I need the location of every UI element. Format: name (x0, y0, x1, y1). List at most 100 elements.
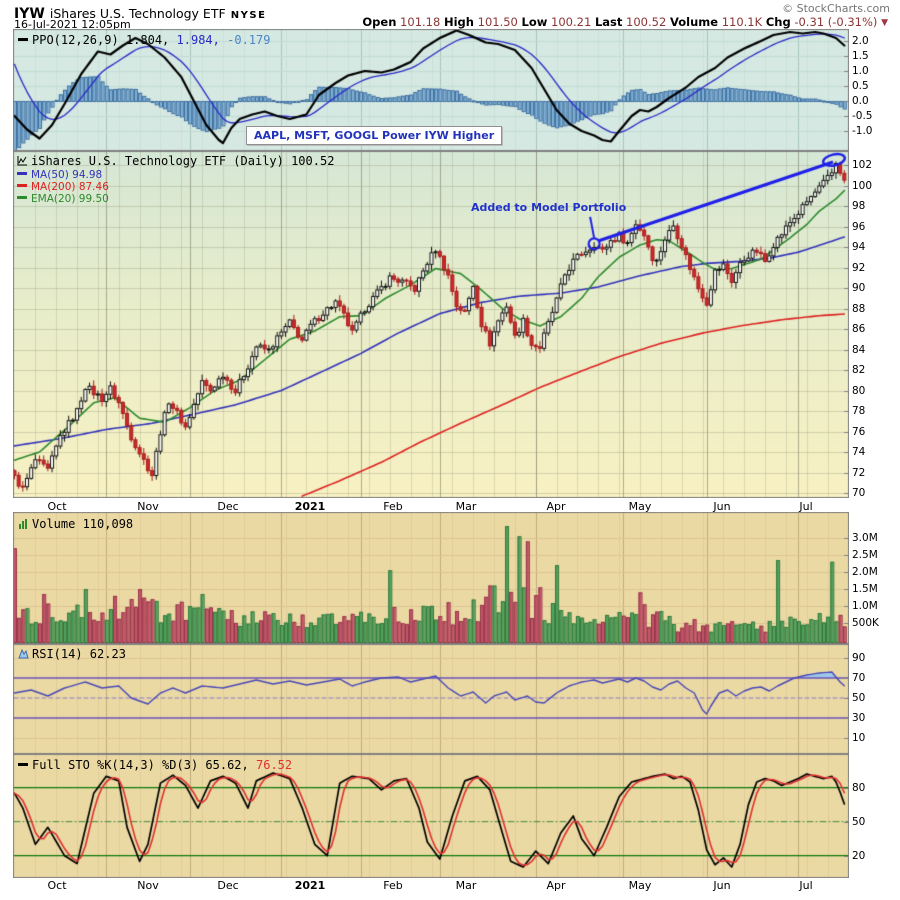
y-axis-tick-label: 30 (852, 712, 866, 724)
ppo-legend: PPO(12,26,9) 1.804, 1.984, -0.179 (18, 33, 270, 47)
y-axis-tick-label: 72 (852, 466, 866, 479)
ema20-legend: EMA(20) 99.50 (17, 193, 109, 205)
ppo-label: PPO(12,26,9) (32, 33, 119, 47)
y-axis-tick-label: 1.5 (852, 50, 869, 62)
x-axis-month-label: Mar (455, 500, 477, 513)
x-axis-month-label: Dec (217, 879, 239, 892)
y-axis-tick-label: 88 (852, 302, 866, 315)
y-axis-tick-label: 50 (852, 815, 866, 828)
y-axis-tick-label: 78 (852, 405, 866, 417)
y-axis-tick-label: 0.5 (852, 80, 869, 92)
y-axis-tick-label: 10 (852, 732, 866, 744)
x-axis-month-label: Feb (383, 500, 403, 513)
y-axis-tick-label: 1.0 (852, 65, 869, 77)
quote-field-label: High (443, 15, 474, 29)
ema20-line-swatch-icon (17, 196, 27, 199)
change-down-arrow-icon: ▼ (881, 18, 888, 28)
y-axis-tick-label: 2.5M (852, 549, 878, 561)
quote-field-value: 100.52 (622, 15, 670, 29)
x-axis-month-label: 2021 (294, 500, 326, 513)
y-axis-tick-label: 70 (852, 672, 866, 684)
price-panel-canvas (13, 151, 849, 498)
y-axis-tick-label: 76 (852, 425, 866, 438)
quote-field-value: 101.18 (396, 15, 444, 29)
x-axis-month-label: Apr (546, 500, 566, 513)
y-axis-tick-label: 74 (852, 446, 866, 458)
volume-icon (18, 518, 29, 532)
y-axis-tick-label: 2.0M (852, 566, 878, 578)
stockcharts-credit: © StockCharts.com (782, 2, 890, 15)
x-axis-month-label: Jul (799, 500, 813, 513)
chart-icon (17, 155, 28, 169)
ticker-symbol: IYW (14, 6, 45, 22)
y-axis-tick-label: 90 (852, 282, 866, 294)
sto-line-swatch-icon (18, 763, 28, 766)
y-axis-tick-label: 70 (852, 487, 866, 499)
quote-bar: Open 101.18 High 101.50 Low 100.21 Last … (362, 15, 888, 29)
y-axis-tick-label: 90 (852, 652, 866, 664)
price-panel-title: iShares U.S. Technology ETF (Daily) 100.… (31, 154, 335, 168)
ma200-label: MA(200) 87.46 (31, 181, 109, 193)
x-axis-month-label: Mar (455, 879, 477, 892)
y-axis-tick-label: 2.0 (852, 35, 869, 47)
y-axis-tick-label: -0.5 (852, 110, 873, 122)
x-axis-month-label: Jul (799, 879, 813, 892)
rsi-label: RSI(14) 62.23 (32, 647, 126, 661)
x-axis-month-label: Oct (47, 879, 67, 892)
y-axis-tick-label: 20 (852, 849, 866, 862)
ema20-label: EMA(20) 99.50 (31, 193, 109, 205)
y-axis-tick-label: 1.0M (852, 600, 878, 612)
x-axis-month-label: Nov (137, 500, 159, 513)
rsi-legend: RSI(14) 62.23 (18, 647, 126, 662)
quote-field-label: Volume (669, 15, 719, 29)
y-axis-tick-label: -1.0 (852, 125, 873, 137)
y-axis-tick-label: 50 (852, 692, 866, 704)
ma50-line-swatch-icon (17, 172, 27, 175)
y-axis-tick-label: 500K (852, 617, 879, 629)
x-axis-month-label: May (628, 879, 652, 892)
y-axis-tick-label: 86 (852, 323, 866, 335)
quote-field-label: Last (594, 15, 623, 29)
y-axis-tick-label: 92 (852, 261, 866, 274)
quote-field-label: Chg (765, 15, 791, 29)
ppo-signal-value: 1.984, (176, 33, 220, 47)
price-title-row: iShares U.S. Technology ETF (Daily) 100.… (17, 154, 334, 169)
quote-field-label: Open (362, 15, 397, 29)
sto-legend: Full STO %K(14,3) %D(3) 65.62, 76.52 (18, 758, 292, 772)
quote-field-value: 101.50 (473, 15, 522, 29)
y-axis-tick-label: 84 (852, 343, 866, 356)
y-axis-tick-label: 98 (852, 200, 866, 212)
y-axis-tick-label: 80 (852, 384, 866, 397)
ppo-value: 1.804, (125, 33, 170, 47)
rsi-panel-canvas (13, 644, 849, 754)
quote-field-value: 110.1K (718, 15, 766, 29)
y-axis-tick-label: 1.5M (852, 583, 878, 595)
y-axis-tick-label: 82 (852, 364, 866, 376)
x-axis-month-label: Jun (713, 500, 731, 513)
ma200-legend: MA(200) 87.46 (17, 181, 109, 193)
sto-label: Full STO %K(14,3) %D(3) (32, 758, 199, 772)
y-axis-tick-label: 80 (852, 781, 866, 794)
x-axis-month-label: Feb (383, 879, 403, 892)
x-axis-month-label: Apr (546, 879, 566, 892)
sto-d-value: 76.52 (256, 758, 293, 772)
ma50-legend: MA(50) 94.98 (17, 169, 102, 181)
quote-field-value: 100.21 (547, 15, 595, 29)
ppo-line-swatch-icon (18, 38, 28, 41)
volume-legend: Volume 110,098 (18, 517, 133, 532)
chart-header: IYW iShares U.S. Technology ETF NYSE (14, 3, 266, 22)
ppo-annotation-callout: AAPL, MSFT, GOOGL Power IYW Higher (246, 126, 503, 145)
x-axis-month-label: Oct (47, 500, 67, 513)
y-axis-tick-label: 94 (852, 241, 866, 253)
chart-datetime: 16-Jul-2021 12:05pm (14, 18, 131, 31)
ma200-line-swatch-icon (17, 184, 27, 187)
x-axis-month-label: 2021 (294, 879, 326, 892)
security-name: iShares U.S. Technology ETF (49, 6, 226, 21)
exchange-label: NYSE (230, 10, 267, 21)
quote-field-label: Low (521, 15, 548, 29)
y-axis-tick-label: 0.0 (852, 95, 869, 107)
y-axis-tick-label: 3.0M (852, 532, 878, 544)
x-axis-month-label: Jun (713, 879, 731, 892)
ma50-label: MA(50) 94.98 (31, 169, 103, 181)
